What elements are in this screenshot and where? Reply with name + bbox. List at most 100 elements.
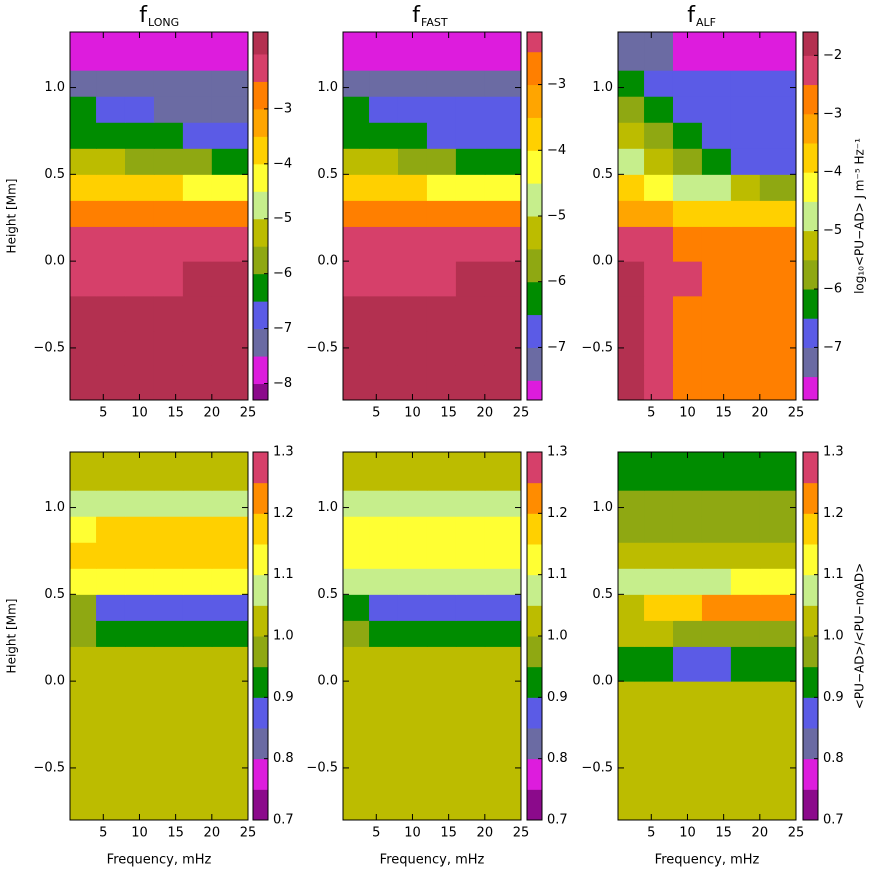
colorbar-tick-label: 0.7 [823,813,844,828]
heatmap-cell [96,594,126,621]
heatmap-cell [672,70,703,97]
heatmap-cell [759,122,797,149]
colorbar-band [253,163,268,192]
heatmap-cell [369,200,399,227]
heatmap-cell [618,122,645,149]
heatmap-cell [343,148,370,175]
heatmap-cell [730,620,761,647]
x-tick-label: 15 [715,826,732,841]
heatmap-cell [369,295,399,332]
heatmap-cell [759,295,797,332]
heatmap-cell [701,365,732,401]
panel-title-sub: FAST [421,16,448,29]
heatmap-cell [124,646,155,682]
x-tick-label: 10 [131,826,148,841]
heatmap-cell [124,568,155,595]
heatmap-cell [759,490,797,517]
colorbar-band [803,636,818,668]
heatmap-cell [455,715,486,752]
colorbar-band [253,605,268,637]
heatmap-cell [153,226,184,262]
heatmap-cell [484,70,522,97]
colorbar-band [803,666,818,698]
panel-title: f [412,3,421,28]
heatmap-cell [484,226,522,262]
heatmap-cell [182,96,213,123]
heatmap-cell [343,261,370,297]
x-tick-label: 5 [372,826,380,841]
heatmap-cell [369,261,399,297]
heatmap-cell [343,646,370,682]
heatmap-cell [701,715,732,752]
heatmap-cell [455,365,486,401]
heatmap-cell [455,226,486,262]
heatmap-cell [153,70,184,97]
colorbar-band [803,32,818,56]
heatmap-cell [397,490,428,517]
heatmap-cell [153,785,184,821]
heatmap-cell [182,330,213,366]
heatmap-cell [369,70,399,97]
heatmap-cell [369,32,399,71]
heatmap-cell [369,785,399,821]
heatmap-cell [730,594,761,621]
heatmap-cell [730,516,761,543]
plot-frame [69,451,249,821]
heatmap-cell [644,542,674,569]
heatmap-cell [759,200,797,227]
heatmap-cell [484,122,522,149]
colorbar-band [527,666,542,698]
colorbar-band [803,84,818,115]
heatmap-cell [369,122,399,149]
heatmap-cell [96,122,126,149]
heatmap-cell [455,200,486,227]
heatmap-cell [182,70,213,97]
heatmap-cell [211,295,249,332]
heatmap-cell [96,568,126,595]
y-tick-label: −0.5 [33,340,65,355]
heatmap-cell [70,681,97,717]
heatmap-cell [124,715,155,752]
heatmap-cell [211,568,249,595]
heatmap-cell [124,542,155,569]
x-tick-label: 20 [204,826,221,841]
x-axis-label: Frequency, mHz [107,853,212,868]
heatmap-cell [759,681,797,717]
heatmap-cell [644,646,674,682]
x-tick-label: 25 [513,406,530,421]
heatmap-cell [644,516,674,543]
heatmap-cell [96,681,126,717]
heatmap-cell [484,365,522,401]
colorbar-tick-label: −6 [547,274,566,289]
heatmap-cell [426,261,457,297]
colorbar-band [253,544,268,576]
heatmap-cell [730,96,761,123]
heatmap-cell [343,715,370,752]
heatmap-cell [211,646,249,682]
colorbar-band [803,347,818,378]
heatmap-cell [618,174,645,201]
heatmap-cell [701,70,732,97]
heatmap-cell [759,620,797,647]
y-axis-label: Height [Mm] [5,179,19,254]
heatmap-cell [730,32,761,71]
heatmap-cell [618,200,645,227]
heatmap-cell [153,261,184,297]
heatmap-cell [701,226,732,262]
heatmap-cell [484,32,522,71]
heatmap-cell [369,330,399,366]
heatmap-cell [759,516,797,543]
colorbar-band [253,636,268,668]
heatmap-cell [96,365,126,401]
colorbar-band [253,383,268,401]
panel-title: f [139,3,148,28]
heatmap-cell [153,516,184,543]
colorbar-band [803,172,818,202]
heatmap-cell [70,96,97,123]
heatmap-cell [426,200,457,227]
heatmap-cell [343,452,370,491]
x-tick-label: 10 [131,406,148,421]
heatmap-cell [730,200,761,227]
heatmap-cell [124,174,155,201]
heatmap-cell [455,490,486,517]
